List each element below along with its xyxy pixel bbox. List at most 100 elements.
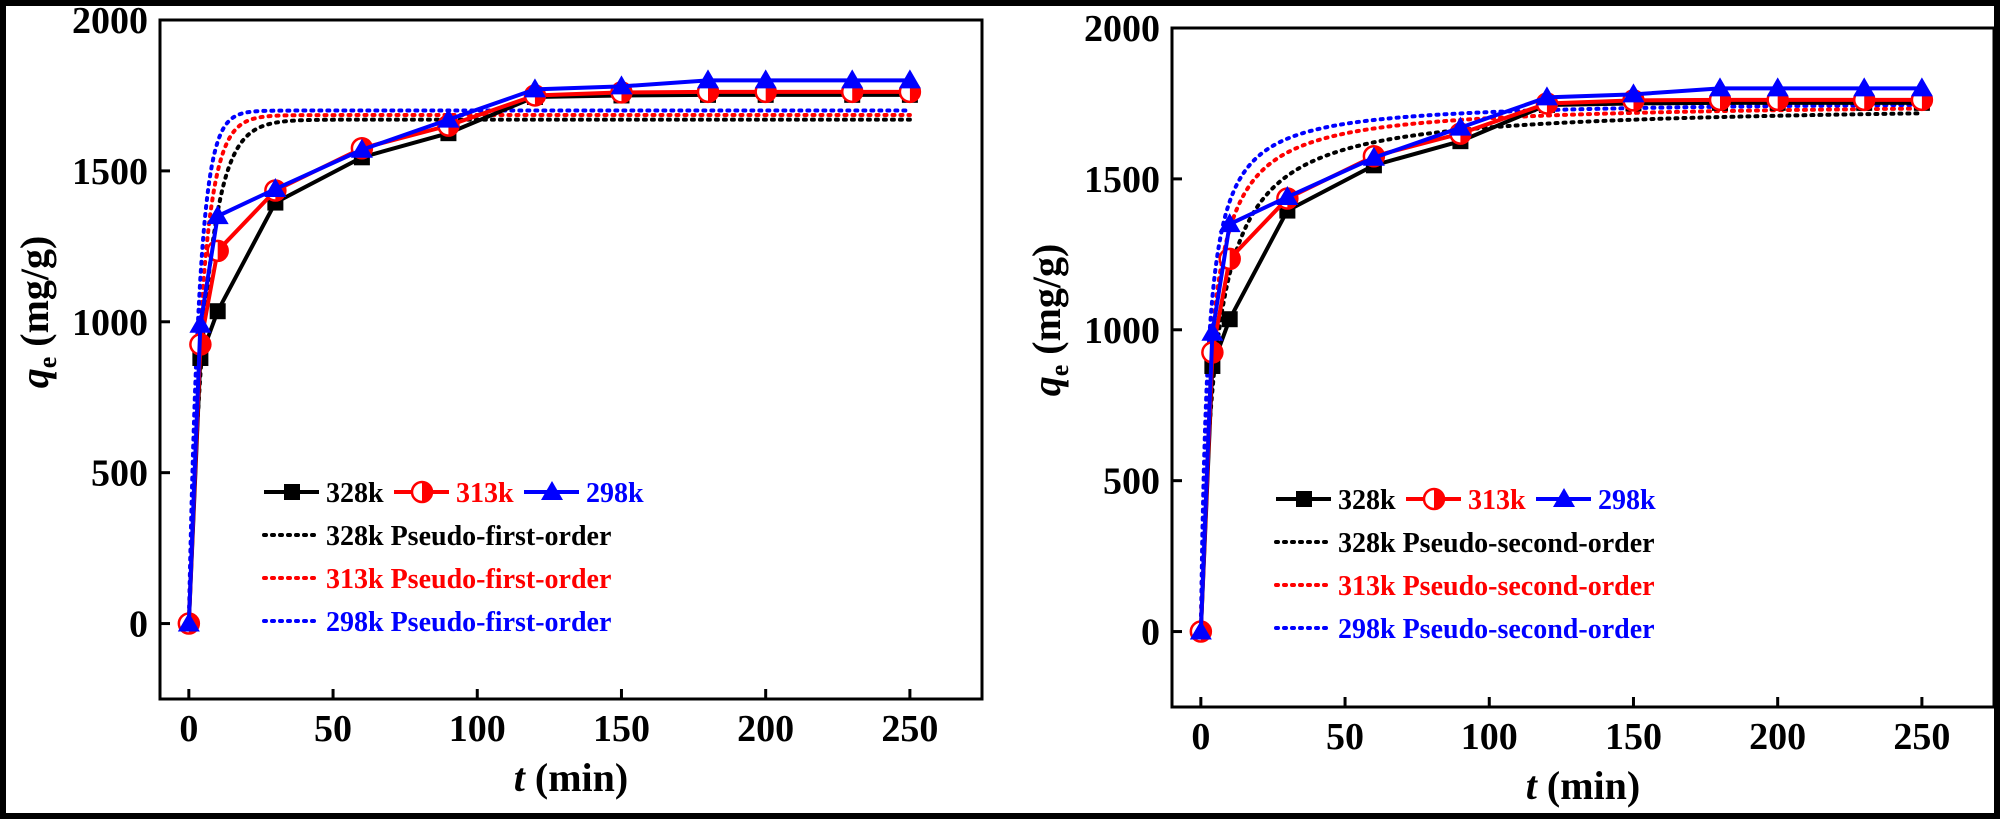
data-point-313k-fill	[1212, 342, 1223, 363]
legend-fit-label-0: 328k Pseudo-second-order	[1338, 528, 1655, 559]
data-point-298k	[1535, 86, 1558, 106]
legend-fit-label-2: 298k Pseudo-second-order	[1338, 614, 1655, 645]
y-axis-title-unit: (mg/g)	[12, 236, 57, 357]
y-tick-label: 1000	[72, 302, 148, 344]
y-tick-label: 500	[91, 453, 148, 495]
data-point-313k-fill	[200, 334, 211, 355]
x-axis-title: t (min)	[514, 755, 628, 800]
data-point-298k	[1766, 77, 1789, 97]
y-tick-label: 1000	[1084, 310, 1160, 352]
x-axis-title-var: t	[514, 755, 527, 800]
data-point-298k	[189, 313, 212, 333]
legend-marker-313k-fill	[1434, 489, 1444, 509]
data-point-298k	[610, 75, 633, 95]
data-point-298k	[1853, 77, 1876, 97]
fit-curve-2	[1198, 102, 1924, 634]
x-tick-label: 200	[737, 708, 794, 750]
y-tick-label: 0	[129, 604, 148, 646]
x-axis-title: t (min)	[1526, 763, 1640, 808]
legend-fit-label-0: 328k Pseudo-first-order	[326, 521, 611, 552]
x-tick-label: 100	[449, 708, 506, 750]
data-point-298k	[1910, 77, 1933, 97]
legend-fit-label-1: 313k Pseudo-second-order	[1338, 571, 1655, 602]
plot-frame	[158, 18, 984, 701]
legend-label-313k: 313k	[456, 478, 514, 509]
data-point-298k	[177, 612, 200, 632]
y-tick-label: 2000	[1084, 8, 1160, 50]
y-axis-title-unit: (mg/g)	[1024, 244, 1069, 365]
y-axis-title: qe (mg/g)	[12, 236, 62, 389]
x-tick-label: 0	[1191, 716, 1210, 758]
legend-fit-label-1: 313k Pseudo-first-order	[326, 564, 611, 595]
x-tick-label: 200	[1749, 716, 1806, 758]
data-point-298k	[1709, 77, 1731, 97]
data-point-298k	[754, 69, 777, 89]
chart-panel-left: 0 50 100 150 200 250 0 500 1000 1500 2000 t (min) qe…	[12, 6, 984, 800]
y-axis-title-subscript: e	[1045, 365, 1074, 377]
legend-marker-298k	[541, 481, 563, 500]
y-axis-title: qe (mg/g)	[1024, 244, 1074, 397]
data-point-298k	[1201, 321, 1224, 341]
x-tick-label: 100	[1461, 716, 1518, 758]
data-point-298k	[1189, 620, 1212, 640]
fit-curve-1	[1198, 106, 1924, 634]
plot-frame	[1170, 26, 1994, 709]
data-point-298k	[264, 177, 287, 197]
fit-curve-0	[186, 117, 912, 626]
y-tick-label: 500	[1103, 461, 1160, 503]
y-tick-label: 2000	[72, 6, 148, 42]
x-axis-title-var: t	[1526, 763, 1539, 808]
legend-fit-label-2: 298k Pseudo-first-order	[326, 607, 611, 638]
x-tick-label: 50	[1326, 716, 1364, 758]
x-tick-label: 150	[593, 708, 650, 750]
x-tick-label: 250	[881, 708, 938, 750]
legend-marker-328k	[1296, 491, 1312, 507]
data-point-298k	[898, 69, 921, 89]
x-axis-title-unit: (min)	[525, 755, 628, 800]
legend-label-328k: 328k	[326, 478, 384, 509]
data-point-298k	[1362, 146, 1385, 166]
data-point-313k-fill	[217, 240, 228, 261]
x-tick-label: 50	[314, 708, 352, 750]
y-tick-label: 1500	[1084, 159, 1160, 201]
data-point-298k	[523, 78, 546, 98]
legend-label-298k: 298k	[586, 478, 644, 509]
series-line-298k	[1198, 86, 1922, 632]
fit-curve-0	[1198, 111, 1924, 634]
legend-marker-298k	[1553, 488, 1575, 507]
data-point-298k	[1622, 83, 1645, 103]
legend-marker-313k	[410, 480, 434, 504]
legend: 328k 313k 298k 328k Pseudo-first-order 313k …	[262, 478, 644, 638]
y-axis-title-subscript: e	[33, 357, 62, 369]
legend: 328k 313k 298k 328k Pseudo-second-order 313k…	[1274, 485, 1656, 645]
series-line-313k	[1198, 97, 1922, 632]
data-point-298k	[1449, 116, 1472, 136]
fit-curve-2	[186, 108, 912, 626]
x-tick-label: 0	[179, 708, 198, 750]
series-line-313k	[186, 89, 910, 624]
x-tick-label: 250	[1893, 716, 1950, 758]
legend-marker-313k	[1422, 487, 1446, 511]
data-point-298k	[1218, 213, 1241, 233]
legend-marker-313k-fill	[422, 482, 432, 502]
legend-label-298k: 298k	[1598, 485, 1656, 516]
data-point-298k	[1276, 185, 1299, 205]
data-point-328k	[209, 303, 226, 320]
x-axis-title-unit: (min)	[1537, 763, 1640, 808]
y-tick-label: 1500	[72, 151, 148, 193]
data-point-298k	[206, 205, 229, 225]
data-point-298k	[697, 69, 719, 89]
fit-curve-1	[186, 113, 912, 626]
legend-marker-328k	[284, 484, 300, 500]
legend-label-328k: 328k	[1338, 485, 1396, 516]
y-tick-label: 0	[1141, 612, 1160, 654]
y-axis-title-var: q	[12, 368, 57, 388]
data-point-328k	[1221, 311, 1238, 328]
data-point-298k	[841, 69, 864, 89]
y-axis-title-var: q	[1024, 376, 1069, 396]
series-line-298k	[186, 78, 910, 624]
data-point-313k-fill	[1229, 248, 1240, 269]
data-point-298k	[350, 138, 373, 158]
legend-label-313k: 313k	[1468, 485, 1526, 516]
